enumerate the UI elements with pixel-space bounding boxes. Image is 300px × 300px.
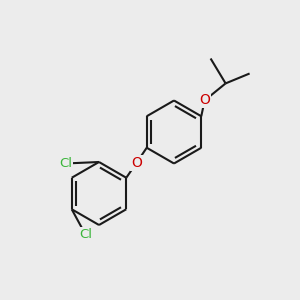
Text: Cl: Cl bbox=[79, 228, 92, 241]
Text: Cl: Cl bbox=[59, 157, 72, 170]
Text: O: O bbox=[199, 94, 210, 107]
Text: O: O bbox=[131, 156, 142, 170]
